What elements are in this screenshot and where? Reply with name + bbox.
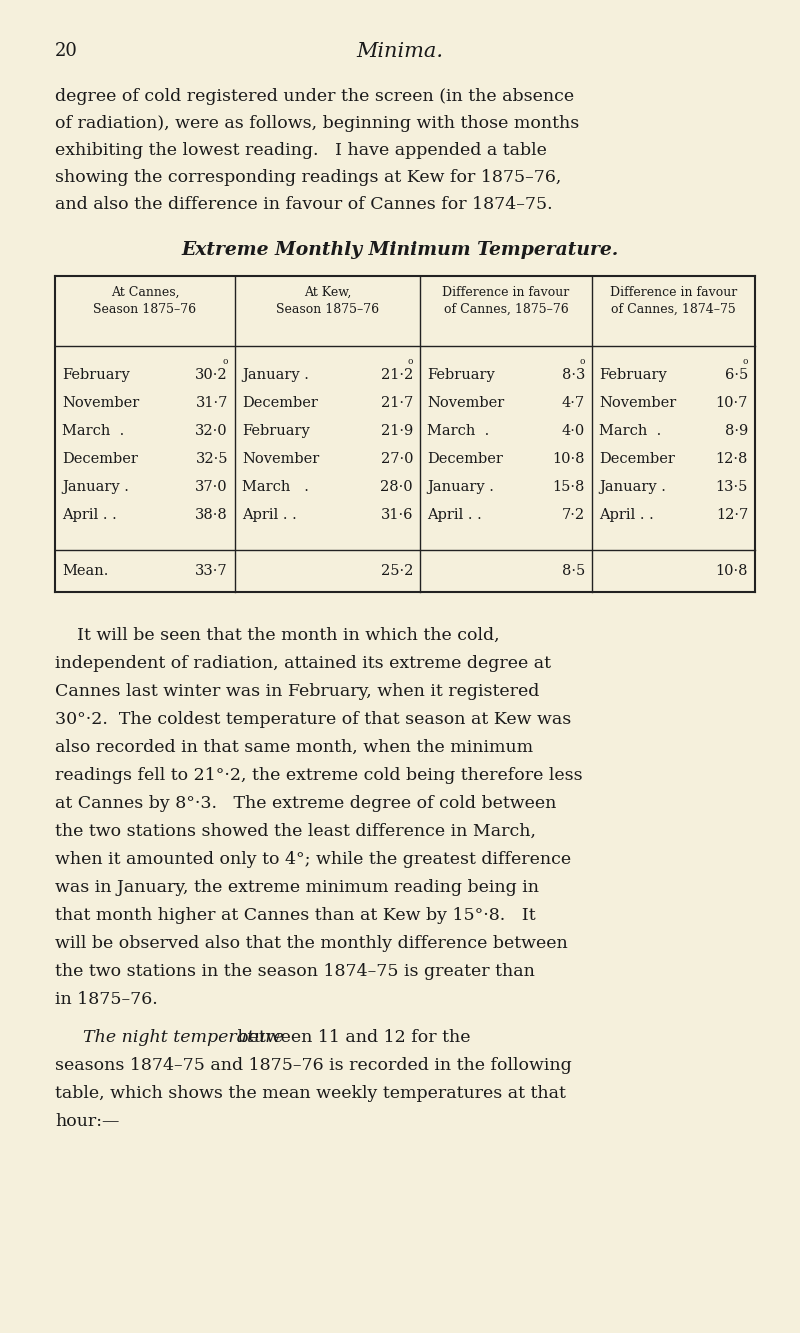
- Text: 31·7: 31·7: [196, 396, 228, 411]
- Text: 7·2: 7·2: [562, 508, 585, 523]
- Text: will be observed also that the monthly difference between: will be observed also that the monthly d…: [55, 934, 568, 952]
- Text: showing the corresponding readings at Kew for 1875–76,: showing the corresponding readings at Ke…: [55, 169, 562, 187]
- Text: Minima.: Minima.: [357, 43, 443, 61]
- Text: at Cannes by 8°·3.   The extreme degree of cold between: at Cannes by 8°·3. The extreme degree of…: [55, 794, 556, 812]
- Text: that month higher at Cannes than at Kew by 15°·8.   It: that month higher at Cannes than at Kew …: [55, 906, 536, 924]
- Text: o: o: [222, 357, 228, 367]
- Text: Season 1875–76: Season 1875–76: [276, 303, 379, 316]
- Text: Difference in favour: Difference in favour: [610, 287, 737, 299]
- Text: Season 1875–76: Season 1875–76: [94, 303, 197, 316]
- Text: Cannes last winter was in February, when it registered: Cannes last winter was in February, when…: [55, 682, 539, 700]
- Text: 8·3: 8·3: [562, 368, 585, 383]
- Text: December: December: [62, 452, 138, 467]
- Text: At Cannes,: At Cannes,: [110, 287, 179, 299]
- Text: 25·2: 25·2: [381, 564, 413, 579]
- Text: Difference in favour: Difference in favour: [442, 287, 570, 299]
- Text: February: February: [62, 368, 130, 383]
- Text: 10·7: 10·7: [716, 396, 748, 411]
- Text: April . .: April . .: [599, 508, 654, 523]
- Text: 8·5: 8·5: [562, 564, 585, 579]
- Text: was in January, the extreme minimum reading being in: was in January, the extreme minimum read…: [55, 878, 539, 896]
- Text: April . .: April . .: [62, 508, 117, 523]
- Text: It will be seen that the month in which the cold,: It will be seen that the month in which …: [55, 627, 500, 644]
- Text: March  .: March .: [427, 424, 490, 439]
- Text: The night temperature: The night temperature: [83, 1029, 284, 1046]
- Text: March  .: March .: [62, 424, 124, 439]
- Text: hour:—: hour:—: [55, 1113, 119, 1130]
- Text: readings fell to 21°·2, the extreme cold being therefore less: readings fell to 21°·2, the extreme cold…: [55, 766, 582, 784]
- Text: when it amounted only to 4°; while the greatest difference: when it amounted only to 4°; while the g…: [55, 850, 571, 868]
- Text: April . .: April . .: [427, 508, 482, 523]
- Text: 6·5: 6·5: [725, 368, 748, 383]
- Text: 12·8: 12·8: [716, 452, 748, 467]
- Text: April . .: April . .: [242, 508, 297, 523]
- Text: table, which shows the mean weekly temperatures at that: table, which shows the mean weekly tempe…: [55, 1085, 566, 1102]
- Text: also recorded in that same month, when the minimum: also recorded in that same month, when t…: [55, 738, 533, 756]
- Text: 32·0: 32·0: [195, 424, 228, 439]
- Text: of Cannes, 1875–76: of Cannes, 1875–76: [444, 303, 568, 316]
- Text: November: November: [242, 452, 319, 467]
- Text: December: December: [242, 396, 318, 411]
- Text: 10·8: 10·8: [715, 564, 748, 579]
- Text: Extreme Monthly Minimum Temperature.: Extreme Monthly Minimum Temperature.: [182, 241, 618, 259]
- Text: At Kew,: At Kew,: [304, 287, 351, 299]
- Text: 21·9: 21·9: [381, 424, 413, 439]
- Text: 27·0: 27·0: [381, 452, 413, 467]
- Text: 21·2: 21·2: [381, 368, 413, 383]
- Text: o: o: [407, 357, 413, 367]
- Text: February: February: [242, 424, 310, 439]
- Text: 4·7: 4·7: [562, 396, 585, 411]
- Text: March   .: March .: [242, 480, 309, 495]
- Text: of Cannes, 1874–75: of Cannes, 1874–75: [611, 303, 736, 316]
- Text: 37·0: 37·0: [195, 480, 228, 495]
- Text: 31·6: 31·6: [381, 508, 413, 523]
- Text: December: December: [427, 452, 503, 467]
- Text: January .: January .: [599, 480, 666, 495]
- Text: 30·2: 30·2: [195, 368, 228, 383]
- Text: December: December: [599, 452, 675, 467]
- Text: degree of cold registered under the screen (in the absence: degree of cold registered under the scre…: [55, 88, 574, 105]
- Text: 38·8: 38·8: [195, 508, 228, 523]
- Text: 20: 20: [55, 43, 78, 60]
- Text: November: November: [62, 396, 139, 411]
- Text: in 1875–76.: in 1875–76.: [55, 990, 158, 1008]
- Text: 13·5: 13·5: [716, 480, 748, 495]
- Text: independent of radiation, attained its extreme degree at: independent of radiation, attained its e…: [55, 655, 551, 672]
- Text: March  .: March .: [599, 424, 662, 439]
- Text: and also the difference in favour of Cannes for 1874–75.: and also the difference in favour of Can…: [55, 196, 553, 213]
- Text: 32·5: 32·5: [195, 452, 228, 467]
- Text: o: o: [579, 357, 585, 367]
- Text: the two stations showed the least difference in March,: the two stations showed the least differ…: [55, 822, 536, 840]
- Text: the two stations in the season 1874–75 is greater than: the two stations in the season 1874–75 i…: [55, 962, 535, 980]
- Text: 12·7: 12·7: [716, 508, 748, 523]
- Text: of radiation), were as follows, beginning with those months: of radiation), were as follows, beginnin…: [55, 115, 579, 132]
- Text: 28·0: 28·0: [380, 480, 413, 495]
- Text: November: November: [599, 396, 676, 411]
- Text: exhibiting the lowest reading.   I have appended a table: exhibiting the lowest reading. I have ap…: [55, 143, 547, 159]
- Text: February: February: [599, 368, 666, 383]
- Text: o: o: [742, 357, 748, 367]
- Text: 33·7: 33·7: [195, 564, 228, 579]
- Text: 4·0: 4·0: [562, 424, 585, 439]
- Text: seasons 1874–75 and 1875–76 is recorded in the following: seasons 1874–75 and 1875–76 is recorded …: [55, 1057, 572, 1074]
- Text: 10·8: 10·8: [553, 452, 585, 467]
- Text: 30°·2.  The coldest temperature of that season at Kew was: 30°·2. The coldest temperature of that s…: [55, 710, 571, 728]
- Text: January .: January .: [62, 480, 129, 495]
- Text: January .: January .: [427, 480, 494, 495]
- Text: November: November: [427, 396, 504, 411]
- Text: January .: January .: [242, 368, 309, 383]
- Text: 8·9: 8·9: [725, 424, 748, 439]
- Text: between 11 and 12 for the: between 11 and 12 for the: [232, 1029, 470, 1046]
- Text: 21·7: 21·7: [381, 396, 413, 411]
- Text: February: February: [427, 368, 494, 383]
- Text: 15·8: 15·8: [553, 480, 585, 495]
- Text: Mean.: Mean.: [62, 564, 108, 579]
